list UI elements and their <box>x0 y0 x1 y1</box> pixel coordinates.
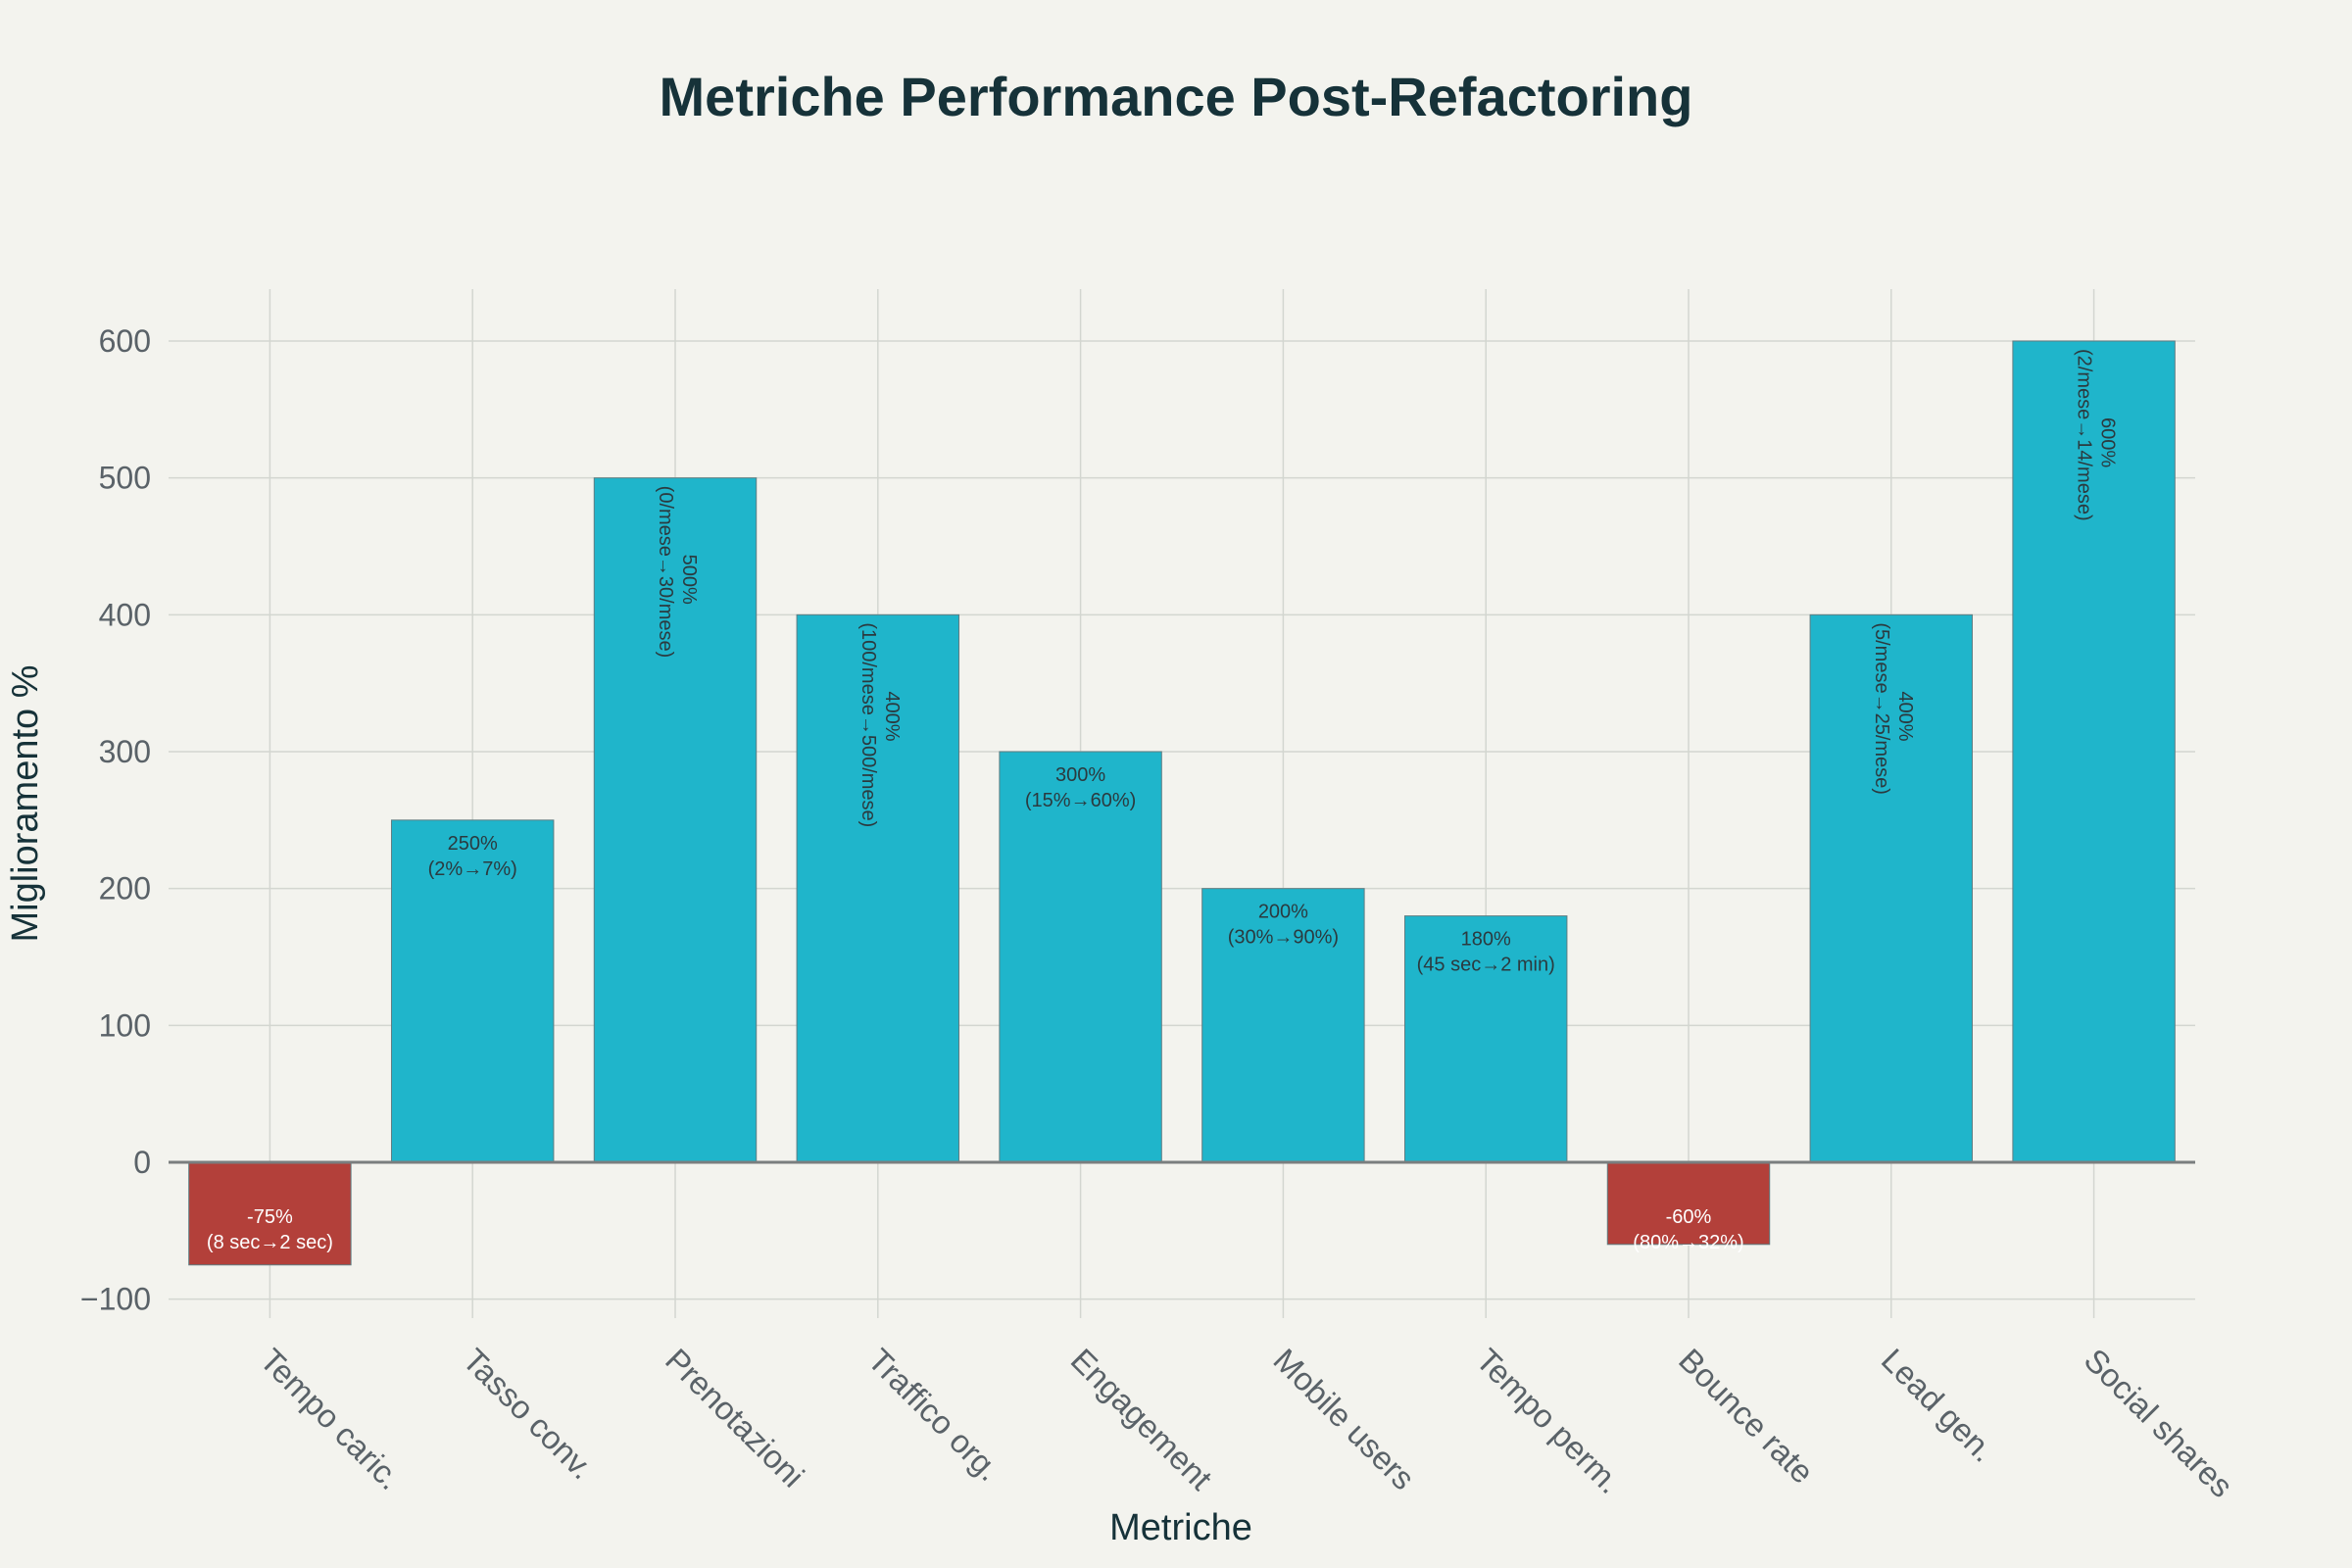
bar-bounce-rate <box>1606 1161 1771 1246</box>
bar-label-line: (0/mese→30/mese) <box>655 486 676 659</box>
x-tick-label: Prenotazioni <box>659 1342 811 1494</box>
bar-label-line: (100/mese→500/mese) <box>858 622 879 827</box>
y-axis-ticks: −100 0 100 200 300 400 500 600 <box>80 323 151 1317</box>
bar-layer <box>188 340 2176 1266</box>
bar-label-line: (45 sec→2 min) <box>1417 955 1555 976</box>
bar-value-label: 300% (15%→60%) <box>1025 764 1136 811</box>
x-tick-label: Lead gen. <box>1875 1342 2002 1469</box>
y-tick-label: 400 <box>99 597 151 632</box>
bar-tempo-caric <box>188 1161 352 1266</box>
y-tick-label: −100 <box>80 1282 151 1317</box>
bar-label-line: (2%→7%) <box>428 858 517 880</box>
x-tick-label: Tempo caric. <box>253 1342 408 1496</box>
bar-value-label: 400%(100/mese→500/mese) <box>858 622 903 827</box>
bar-value-label: 500%(0/mese→30/mese) <box>655 486 700 659</box>
x-tick-label: Traffico org. <box>861 1342 1007 1488</box>
bar-engagement <box>999 751 1162 1163</box>
bar-label-line: 300% <box>1055 764 1105 786</box>
bar-label-line: 250% <box>448 833 498 855</box>
bar-label-line: -60% <box>1666 1206 1712 1228</box>
bar-label-line: 600% <box>2097 417 2119 467</box>
x-tick-label: Mobile users <box>1266 1342 1421 1496</box>
bar-tasso-conv <box>390 819 555 1163</box>
x-tick-label: Tasso conv. <box>456 1342 601 1487</box>
bar-label-line: -75% <box>247 1206 293 1228</box>
bar-label-line: (2/mese→14/mese) <box>2074 349 2095 521</box>
bar-label-line: (5/mese→25/mese) <box>1871 622 1892 795</box>
bar-label-line: (30%→90%) <box>1228 927 1339 949</box>
y-tick-label: 100 <box>99 1007 151 1043</box>
bar-social-shares <box>2012 340 2176 1163</box>
y-tick-label: 300 <box>99 734 151 769</box>
x-tick-label: Social shares <box>2078 1342 2240 1504</box>
bar-value-label: -75% (8 sec→2 sec) <box>207 1206 333 1253</box>
bar-value-label: 600%(2/mese→14/mese) <box>2074 349 2119 521</box>
x-tick-label: Bounce rate <box>1672 1342 1821 1491</box>
bar-mobile-users <box>1201 888 1365 1163</box>
bar-traffico-org <box>796 613 960 1163</box>
y-tick-label: 0 <box>133 1145 151 1180</box>
x-tick-label: Tempo perm. <box>1469 1342 1628 1500</box>
y-axis-title: Miglioramento % <box>5 665 46 943</box>
bar-value-label: 180% (45 sec→2 min) <box>1417 929 1555 976</box>
bar-value-label: 200% (30%→90%) <box>1228 902 1339 949</box>
bar-lead-gen <box>1809 613 1974 1163</box>
x-axis-title: Metriche <box>1109 1507 1252 1548</box>
y-tick-label: 600 <box>99 323 151 359</box>
bar-label-line: (8 sec→2 sec) <box>207 1232 333 1253</box>
y-tick-label: 500 <box>99 461 151 496</box>
bar-prenotazioni <box>593 477 758 1163</box>
bar-label-line: 400% <box>1894 691 1916 741</box>
bar-label-line: (15%→60%) <box>1025 790 1136 811</box>
bar-value-label: -60% (80%→32%) <box>1633 1206 1743 1253</box>
bar-label-line: 500% <box>678 555 700 605</box>
bar-label-line: 180% <box>1461 929 1511 951</box>
bar-value-label: 250% (2%→7%) <box>428 833 517 880</box>
bar-tempo-perm <box>1403 915 1568 1163</box>
bar-value-label: 400%(5/mese→25/mese) <box>1871 622 1916 795</box>
bar-label-line: (80%→32%) <box>1633 1232 1743 1253</box>
chart-title: Metriche Performance Post-Refactoring <box>660 66 1693 127</box>
x-axis-ticks: Tempo caric. Tasso conv. Prenotazioni Traff… <box>253 1342 2239 1504</box>
bar-label-line: 200% <box>1258 902 1308 923</box>
y-tick-label: 200 <box>99 871 151 906</box>
bar-label-line: 400% <box>881 691 903 741</box>
x-tick-label: Engagement <box>1064 1342 1219 1496</box>
bar-labels: -75% (8 sec→2 sec) 250% (2%→7%) 500%(0/mese→… <box>207 349 2119 1253</box>
